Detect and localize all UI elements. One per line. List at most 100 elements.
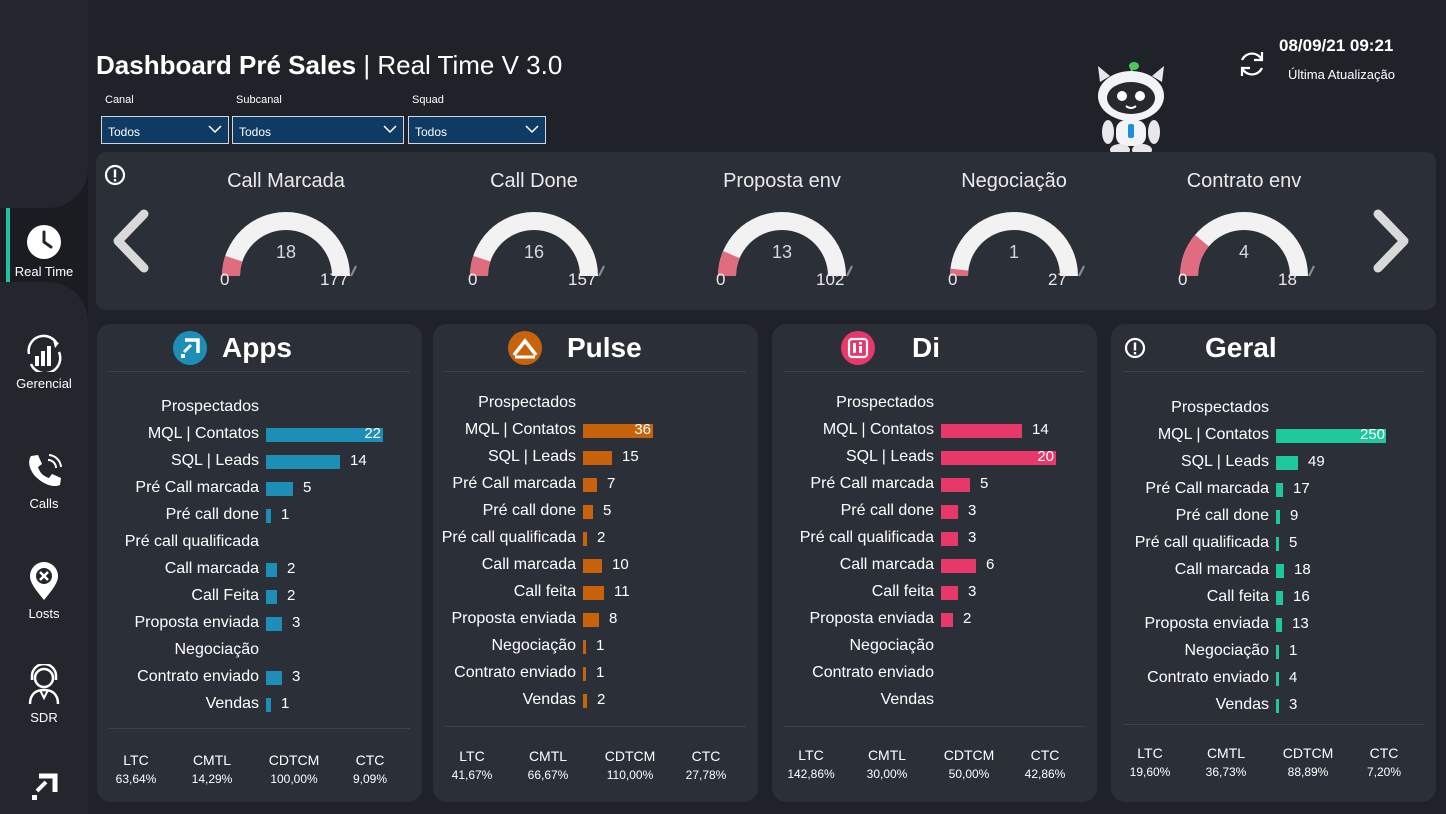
funnel-row: Pré Call marcada 7 bbox=[433, 475, 758, 495]
metric-value: 27,78% bbox=[685, 768, 727, 782]
funnel-stage-label: Call marcada bbox=[1174, 561, 1269, 578]
metric-name: CDTCM bbox=[268, 752, 320, 768]
funnel-value: 3 bbox=[292, 668, 301, 685]
sidebar-item-losts[interactable]: Losts bbox=[0, 562, 88, 621]
funnel-bar bbox=[941, 586, 958, 600]
gauge-min: 0 bbox=[468, 270, 478, 289]
funnel-row: Proposta enviada 3 bbox=[97, 614, 422, 634]
sidebar-item-calls[interactable]: Calls bbox=[0, 450, 88, 511]
funnel-bar bbox=[583, 667, 586, 681]
gauge-fill bbox=[222, 255, 243, 276]
info-icon[interactable] bbox=[104, 164, 126, 186]
funnel-row: Prospectados bbox=[772, 394, 1097, 414]
funnel-row: Negociação bbox=[97, 641, 422, 661]
funnel-stage-label: SQL | Leads bbox=[1180, 453, 1269, 470]
metric-ctc: CTC 9,09% bbox=[335, 752, 405, 786]
gauge-track bbox=[718, 212, 846, 276]
funnel-stage-label: Pré Call marcada bbox=[452, 475, 576, 492]
gauge-min: 0 bbox=[1178, 270, 1188, 289]
gauge-arc bbox=[470, 212, 605, 277]
sidebar-item-sdr[interactable]: SDR bbox=[0, 664, 88, 725]
funnel-stage-label: Vendas bbox=[522, 691, 576, 708]
funnel-value: 7 bbox=[607, 475, 616, 492]
metric-cmtl: CMTL 36,73% bbox=[1191, 745, 1261, 779]
funnel-value: 1 bbox=[281, 695, 290, 712]
funnel-row: Call feita 11 bbox=[433, 583, 758, 603]
funnel-stage-label: MQL | Contatos bbox=[822, 421, 934, 438]
funnel-stage-label: Prospectados bbox=[1171, 399, 1269, 416]
gauge-fill bbox=[1180, 234, 1209, 276]
funnel-value: 5 bbox=[603, 502, 612, 519]
funnel-bar bbox=[1276, 645, 1279, 659]
funnel-row: Call marcada 10 bbox=[433, 556, 758, 576]
last-update-label: Última Atualização bbox=[1288, 67, 1395, 82]
funnel-value: 2 bbox=[597, 691, 606, 708]
funnel-stage-label: Vendas bbox=[205, 695, 259, 712]
funnel-stage-label: SQL | Leads bbox=[487, 448, 576, 465]
funnel-stage-label: Pré Call marcada bbox=[810, 475, 934, 492]
info-icon[interactable] bbox=[1117, 330, 1153, 366]
funnel-value: 2 bbox=[287, 587, 296, 604]
funnel-bar bbox=[583, 424, 653, 438]
gauge-max: 102 bbox=[816, 270, 845, 289]
funnel-stage-label: Call marcada bbox=[481, 556, 576, 573]
funnel-bar bbox=[1276, 699, 1279, 713]
metric-value: 41,67% bbox=[451, 768, 493, 782]
next-arrow-icon[interactable] bbox=[1372, 208, 1412, 274]
card-divider bbox=[445, 371, 746, 372]
funnel-bar bbox=[266, 455, 340, 469]
metric-value: 50,00% bbox=[948, 767, 990, 781]
funnel-stage-label: Pré call done bbox=[482, 502, 576, 519]
gauge-arc bbox=[950, 212, 1085, 277]
funnel-value: 49 bbox=[1308, 453, 1325, 470]
funnel-stage-label: Pré Call marcada bbox=[1145, 480, 1269, 497]
funnel-value: 8 bbox=[609, 610, 618, 627]
gauge-track bbox=[1180, 212, 1308, 276]
gauge-track bbox=[950, 212, 1078, 276]
funnel-value: 22 bbox=[364, 425, 381, 442]
funnel-stage-label: Call Feita bbox=[191, 587, 259, 604]
funnel-bar bbox=[266, 617, 282, 631]
funnel-row: SQL | Leads 14 bbox=[97, 452, 422, 472]
funnel-bar bbox=[1276, 672, 1279, 686]
metric-ctc: CTC 7,20% bbox=[1349, 745, 1419, 779]
metric-value: 63,64% bbox=[115, 772, 157, 786]
funnel-row: Negociação 1 bbox=[433, 637, 758, 657]
funnel-value: 1 bbox=[1289, 642, 1298, 659]
metric-name: CDTCM bbox=[943, 747, 995, 763]
funnel-bar bbox=[1276, 510, 1280, 524]
card-divider bbox=[109, 371, 410, 372]
funnel-stage-label: Prospectados bbox=[478, 394, 576, 411]
gauge-value: 18 bbox=[275, 242, 297, 262]
funnel-stage-label: Pré Call marcada bbox=[135, 479, 259, 496]
squad-select[interactable]: Todos bbox=[408, 116, 546, 144]
sidebar-item-label: Losts bbox=[28, 606, 60, 621]
sidebar-item-real-time[interactable]: Real Time bbox=[0, 224, 88, 279]
subcanal-select[interactable]: Todos bbox=[232, 116, 404, 144]
metric-name: CDTCM bbox=[1282, 745, 1334, 761]
funnel-row: Call marcada 18 bbox=[1111, 561, 1436, 581]
funnel-row: Proposta enviada 8 bbox=[433, 610, 758, 630]
funnel-bar bbox=[1276, 483, 1283, 497]
funnel-stage-label: Pré call qualificada bbox=[124, 533, 259, 550]
sidebar-item-gerencial[interactable]: Gerencial bbox=[0, 334, 88, 391]
funnel-stage-label: Proposta enviada bbox=[809, 610, 934, 627]
title-bold: Dashboard Pré Sales bbox=[96, 50, 357, 80]
metric-value: 142,86% bbox=[787, 767, 835, 781]
metric-name: LTC bbox=[123, 752, 149, 768]
canal-select[interactable]: Todos bbox=[101, 116, 229, 144]
funnel-stage-label: Call marcada bbox=[839, 556, 934, 573]
metric-name: CMTL bbox=[528, 748, 568, 764]
sidebar-home-logo[interactable] bbox=[0, 772, 88, 806]
metric-ltc: LTC 63,64% bbox=[101, 752, 171, 786]
funnel-row: Call marcada 2 bbox=[97, 560, 422, 580]
metric-cdtcm: CDTCM 88,89% bbox=[1273, 745, 1343, 779]
gauge-title: Call Done bbox=[490, 170, 578, 192]
previous-arrow-icon[interactable] bbox=[110, 208, 150, 274]
funnel-value: 3 bbox=[968, 529, 977, 546]
funnel-row: Pré call qualificada 5 bbox=[1111, 534, 1436, 554]
funnel-row: Pré call done 5 bbox=[433, 502, 758, 522]
filter-subcanal: Subcanal Todos bbox=[232, 94, 404, 144]
refresh-icon[interactable] bbox=[1236, 48, 1268, 80]
gauge-max: 18 bbox=[1278, 270, 1297, 289]
